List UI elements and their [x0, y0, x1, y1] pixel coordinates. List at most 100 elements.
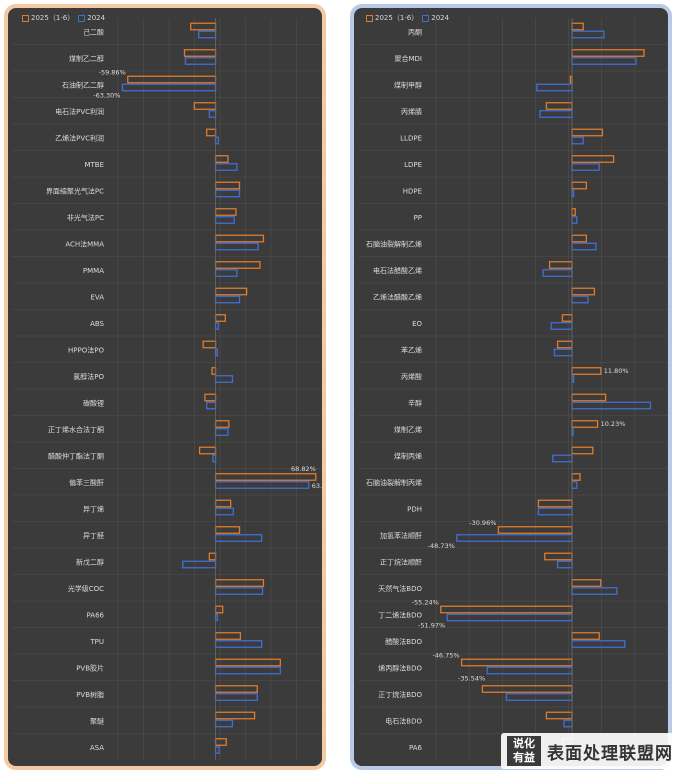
- category-label: 石脑油裂解制乙烯: [366, 239, 422, 248]
- bar-2025: [214, 605, 224, 614]
- bar-2024: [571, 216, 578, 224]
- bar-2024: [571, 163, 600, 171]
- bar-2024: [182, 560, 217, 569]
- legend-2025: 2025（1-6）: [366, 13, 418, 23]
- data-label: -55.24%: [412, 598, 439, 606]
- category-label: 正丁烷法顺酐: [380, 557, 422, 566]
- bar-2024: [556, 560, 573, 569]
- bar-2025: [214, 499, 232, 508]
- data-label: 10.23%: [601, 420, 626, 428]
- bar-2025: [208, 552, 217, 561]
- bar-2025: [214, 420, 230, 428]
- bar-2025: [214, 579, 265, 587]
- bar-2025: [214, 181, 241, 190]
- category-label: 丙酮: [408, 28, 422, 36]
- bar-2025: [571, 632, 600, 640]
- bar-2025: [571, 208, 576, 216]
- bar-2024: [214, 163, 238, 171]
- bar-2025: [214, 685, 258, 693]
- bar-2025: [214, 314, 226, 322]
- category-label: 异丁醛: [83, 531, 104, 540]
- bar-2025: [198, 446, 217, 455]
- data-label: -63.30%: [93, 91, 120, 99]
- bar-2024: [214, 269, 238, 277]
- category-label: 煤制甲醇: [394, 80, 422, 89]
- bar-2025: [214, 526, 241, 534]
- bar-2025: [204, 393, 217, 402]
- bar-2024: [571, 640, 626, 648]
- category-label: 新戊二醇: [76, 557, 104, 566]
- bar-2024: [214, 507, 234, 516]
- data-label: -59.86%: [99, 68, 126, 76]
- data-label: -46.75%: [432, 651, 459, 659]
- category-label: 石油制乙二醇: [62, 80, 104, 89]
- watermark-text: 表面处理联盟网: [547, 743, 673, 764]
- bar-2025: [571, 22, 584, 31]
- bar-2025: [571, 420, 599, 428]
- category-label: 正丁烷法BDO: [378, 690, 422, 699]
- bar-2024: [214, 295, 241, 304]
- bar-2024: [208, 110, 217, 118]
- category-label: 苯乙烯: [401, 345, 422, 354]
- category-label: PVB树脂: [76, 690, 104, 699]
- category-label: 乙烯法PVC利润: [55, 133, 104, 142]
- bar-2024: [446, 613, 573, 622]
- bar-2024: [571, 57, 637, 65]
- bar-2025: [214, 632, 242, 640]
- left-chart-panel: 2025（1-6） 2024 己二酸 煤制乙二醇 石油制乙二醇 电石法PVC利润 乙烯法…: [4, 4, 326, 770]
- bar-2024: [214, 640, 263, 648]
- legend-2025: 2025（1-6）: [22, 13, 74, 23]
- bar-2024: [571, 587, 618, 595]
- category-label: PDH: [407, 505, 422, 513]
- data-label: -35.54%: [458, 674, 485, 682]
- category-label: 石脑油裂解制丙烯: [366, 478, 422, 487]
- category-label: PA6: [409, 744, 423, 752]
- category-label: 煤制乙二醇: [69, 54, 104, 63]
- bar-2024: [214, 693, 258, 701]
- category-label: 己二酸: [83, 27, 104, 36]
- bar-2024: [214, 375, 234, 383]
- category-label: HPPO法PO: [68, 345, 104, 354]
- bar-2024: [486, 666, 573, 675]
- bar-2024: [214, 719, 234, 728]
- category-label: 碳酸锂: [83, 398, 104, 407]
- bar-2024: [505, 693, 573, 701]
- bar-2025: [544, 552, 573, 561]
- bar-2025: [545, 102, 573, 110]
- bar-2025: [214, 234, 265, 243]
- bar-2025: [214, 155, 229, 163]
- category-label: PP: [414, 214, 422, 222]
- bar-2024: [206, 401, 217, 410]
- bar-2024: [214, 189, 241, 198]
- bar-2024: [214, 746, 220, 754]
- category-label: ASA: [90, 744, 104, 752]
- category-label: ABS: [90, 320, 104, 328]
- bar-2024: [542, 269, 573, 277]
- bar-2024: [537, 507, 573, 516]
- category-label: 正丁烯水合法丁酮: [48, 425, 104, 434]
- bar-2024: [552, 454, 573, 463]
- category-label: 聚醚: [90, 716, 104, 725]
- bar-2025: [440, 605, 573, 614]
- category-label: 煤制丙烯: [394, 451, 422, 460]
- category-label: 电石法BDO: [385, 716, 422, 725]
- category-label: 烯丙醇法BDO: [378, 663, 422, 672]
- bar-2025: [571, 473, 581, 481]
- bar-2024: [571, 30, 605, 39]
- category-label: 醋酸法BDO: [385, 637, 422, 646]
- category-label: 非光气法PC: [67, 213, 104, 222]
- category-label: 醋酸仲丁酯法丁酮: [48, 451, 104, 460]
- data-label: -30.96%: [469, 519, 496, 527]
- right-chart-panel: 2025（1-6） 2024 丙酮 聚合MDI 煤制甲醇 丙烯腈 LLDPE LDPE HD…: [350, 4, 672, 770]
- bar-2025: [202, 340, 217, 349]
- bar-2025: [127, 75, 217, 84]
- bar-2025: [571, 287, 596, 296]
- category-label: 偏苯三酸酐: [69, 478, 104, 487]
- category-label: 丁二烯法BDO: [378, 610, 422, 619]
- category-label: ACH法MMA: [65, 239, 104, 248]
- bar-2025: [571, 181, 588, 190]
- data-label: -51.97%: [418, 621, 445, 629]
- bar-2024: [550, 322, 573, 330]
- data-label: 11.80%: [604, 367, 629, 375]
